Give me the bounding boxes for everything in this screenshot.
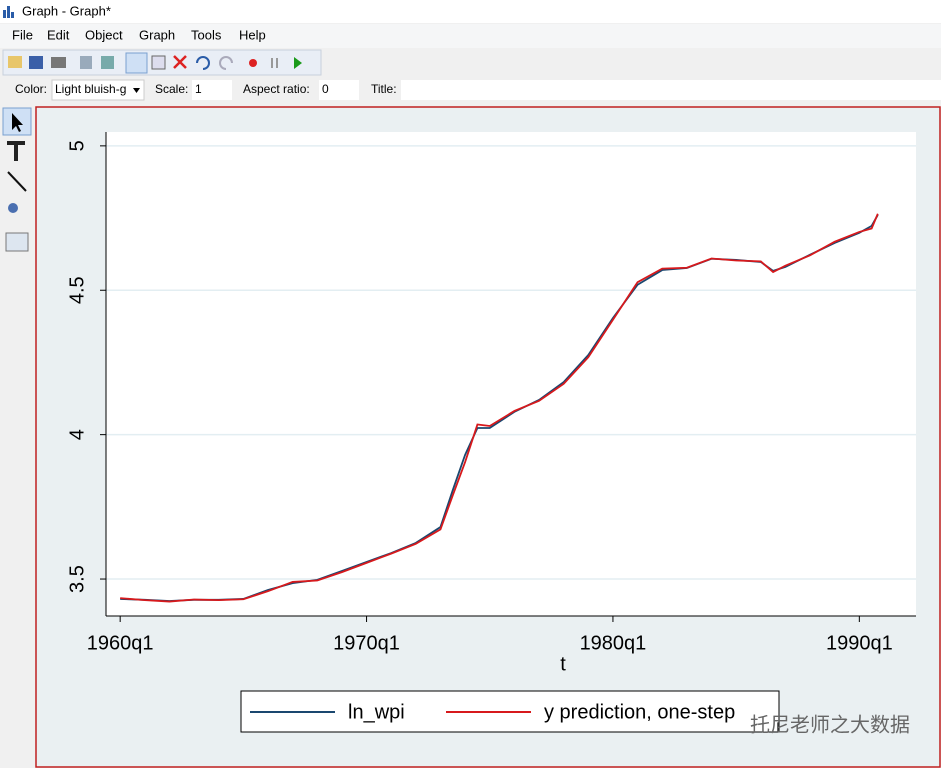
copy-button[interactable] [80,56,92,69]
x-axis-title: t [560,653,566,675]
grid-edit-tool[interactable] [5,232,29,252]
scale-label: Scale: [155,82,188,96]
aspect-label: Aspect ratio: [243,82,310,96]
menu-item[interactable]: Tools [191,27,222,42]
play-button[interactable] [294,57,302,69]
pointer-icon [12,113,23,132]
dropdown-arrow [133,88,140,93]
color-label: Color: [15,82,47,96]
scale-value: 1 [195,82,202,96]
text-tool[interactable] [7,141,25,161]
title-input[interactable] [401,80,941,100]
open-button[interactable] [8,56,22,68]
y-tick-label: 4 [66,429,88,440]
window-title: Graph - Graph* [22,3,111,18]
legend-label: ln_wpi [348,701,405,723]
title-label: Title: [371,82,397,96]
pause-button[interactable] [271,58,273,68]
x-tick-label: 1960q1 [87,632,154,654]
legend-label: y prediction, one-step [544,701,735,723]
print-button[interactable] [51,57,66,68]
menu-bar [0,24,941,48]
x-tick-label: 1970q1 [333,632,400,654]
delete-button[interactable] [173,55,187,69]
color-value: Light bluish-g [55,82,126,96]
save-button[interactable] [29,56,43,69]
preview-button[interactable] [151,55,166,70]
series-line [120,213,879,603]
undo-button[interactable] [196,56,210,70]
line-tool[interactable] [7,171,27,192]
menu-item[interactable]: Object [85,27,123,42]
aspect-input[interactable] [319,80,359,100]
menu-item[interactable]: File [12,27,33,42]
marker-tool[interactable] [8,203,18,213]
plot-area [106,132,916,616]
pause-bar [276,58,278,68]
x-tick-label: 1990q1 [826,632,893,654]
aspect-value: 0 [322,82,329,96]
menu-item[interactable]: Graph [139,27,175,42]
graph-editor-button[interactable] [125,52,148,74]
menu-item[interactable]: Help [239,27,266,42]
x-tick-label: 1980q1 [580,632,647,654]
record-button[interactable] [249,59,257,67]
y-tick-label: 3.5 [66,565,88,593]
tool-palette [0,104,34,768]
paste-button[interactable] [101,56,114,69]
watermark: 托尼老师之大数据 [750,713,910,736]
y-tick-label: 4.5 [66,276,88,304]
app-icon [3,6,14,18]
title-bar [0,0,941,23]
redo-button[interactable] [219,56,233,70]
color-dropdown[interactable] [51,79,145,101]
y-tick-label: 5 [66,140,88,151]
toolbar-icons [8,52,302,74]
menu-item[interactable]: Edit [47,27,70,42]
scale-input[interactable] [192,80,232,100]
